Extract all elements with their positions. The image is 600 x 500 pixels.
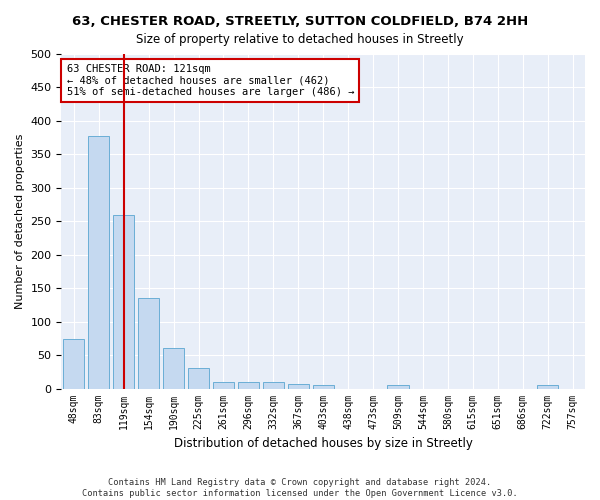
- Bar: [213, 382, 234, 388]
- Bar: [113, 216, 134, 388]
- Text: Contains HM Land Registry data © Crown copyright and database right 2024.
Contai: Contains HM Land Registry data © Crown c…: [82, 478, 518, 498]
- Bar: [63, 339, 85, 388]
- Bar: [287, 384, 309, 388]
- Y-axis label: Number of detached properties: Number of detached properties: [15, 134, 25, 309]
- Bar: [88, 136, 109, 388]
- Bar: [163, 348, 184, 389]
- Bar: [188, 368, 209, 388]
- Text: 63 CHESTER ROAD: 121sqm
← 48% of detached houses are smaller (462)
51% of semi-d: 63 CHESTER ROAD: 121sqm ← 48% of detache…: [67, 64, 354, 97]
- Bar: [263, 382, 284, 388]
- Bar: [313, 384, 334, 388]
- Text: 63, CHESTER ROAD, STREETLY, SUTTON COLDFIELD, B74 2HH: 63, CHESTER ROAD, STREETLY, SUTTON COLDF…: [72, 15, 528, 28]
- Bar: [537, 385, 558, 388]
- Bar: [138, 298, 159, 388]
- Bar: [238, 382, 259, 388]
- Bar: [388, 385, 409, 388]
- X-axis label: Distribution of detached houses by size in Streetly: Distribution of detached houses by size …: [174, 437, 473, 450]
- Text: Size of property relative to detached houses in Streetly: Size of property relative to detached ho…: [136, 32, 464, 46]
